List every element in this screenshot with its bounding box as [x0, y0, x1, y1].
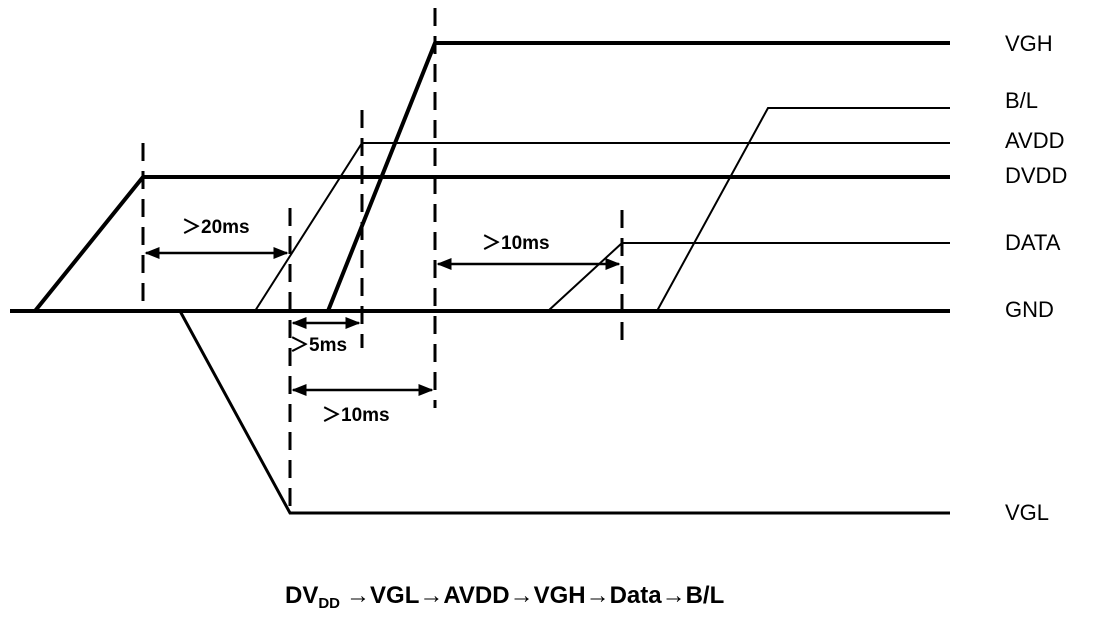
signal-label: AVDD: [1005, 128, 1065, 153]
signal-label: GND: [1005, 297, 1054, 322]
timing-label: ＞20ms: [182, 217, 250, 238]
caption-main: DV: [285, 582, 318, 609]
caption-rest: →VGL→AVDD→VGH→Data→B/L: [346, 582, 724, 609]
signal-label: B/L: [1005, 88, 1038, 113]
vgl-wave: [178, 310, 950, 515]
caption: DVDD →VGL→AVDD→VGH→Data→B/L: [285, 582, 724, 612]
signal-label: DVDD: [1005, 163, 1067, 188]
timing-label: ＞5ms: [290, 335, 347, 356]
signal-label: VGH: [1005, 31, 1053, 56]
data-wave: [547, 242, 950, 312]
timing-label: ＞10ms: [322, 405, 390, 426]
avdd-wave: [254, 142, 950, 312]
bl-wave: [656, 107, 950, 312]
signal-label: DATA: [1005, 230, 1061, 255]
signal-label: VGL: [1005, 500, 1049, 525]
caption-subscript: DD: [318, 595, 340, 612]
timing-label: ＞10ms: [482, 233, 550, 254]
